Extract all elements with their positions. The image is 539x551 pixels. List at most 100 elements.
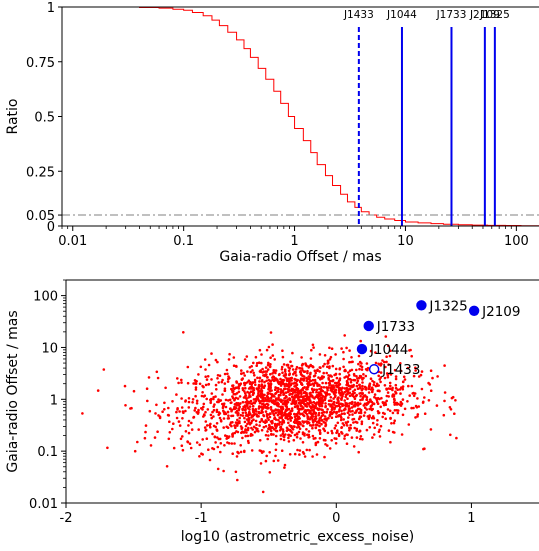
scatter-point (224, 398, 228, 402)
scatter-point (301, 406, 305, 409)
scatter-point (177, 381, 180, 385)
scatter-point (357, 354, 361, 358)
scatter-point (272, 412, 275, 415)
scatter-point (321, 408, 324, 412)
scatter-point (205, 437, 209, 441)
scatter-point (225, 368, 229, 372)
scatter-point (380, 396, 383, 400)
vline-label: J1733 (436, 9, 467, 21)
scatter-point (240, 378, 244, 381)
scatter-point (272, 375, 276, 379)
scatter-point (449, 433, 452, 437)
scatter-point (129, 407, 132, 410)
scatter-point (274, 386, 277, 389)
scatter-point (295, 426, 299, 429)
scatter-point (358, 367, 361, 371)
scatter-point (317, 411, 321, 415)
scatter-point (298, 370, 302, 374)
scatter-point (237, 390, 241, 394)
scatter-point (245, 418, 249, 421)
scatter-point (379, 405, 383, 409)
scatter-point (274, 418, 278, 421)
scatter-point (253, 380, 257, 384)
scatter-point (443, 364, 446, 367)
scatter-point (211, 447, 214, 450)
scatter-point (268, 471, 272, 474)
scatter-point (302, 375, 306, 378)
x-tick-label: 1 (467, 511, 475, 526)
scatter-point (308, 375, 312, 379)
scatter-point (258, 420, 262, 424)
scatter-point (281, 355, 285, 359)
scatter-point (232, 364, 236, 368)
scatter-point (252, 386, 255, 390)
scatter-point (278, 420, 282, 424)
scatter-point (203, 414, 206, 417)
scatter-point (224, 405, 228, 409)
scatter-point (81, 412, 84, 415)
scatter-point (284, 376, 287, 379)
scatter-point (312, 411, 316, 414)
scatter-point (166, 413, 170, 417)
scatter-point (311, 343, 315, 347)
scatter-point (216, 467, 220, 471)
scatter-point (313, 374, 317, 377)
scatter-point (243, 374, 246, 377)
scatter-point (231, 452, 234, 456)
scatter-point (229, 401, 233, 405)
scatter-point (212, 424, 216, 428)
scatter-point (264, 405, 267, 409)
scatter-point (204, 420, 208, 423)
scatter-point (262, 413, 265, 417)
scatter-point (385, 355, 388, 359)
scatter-point (345, 381, 349, 384)
scatter-point (200, 394, 204, 398)
scatter-point (288, 389, 291, 392)
scatter-point (260, 428, 264, 432)
scatter-point (325, 386, 328, 389)
scatter-point (387, 344, 390, 348)
scatter-point (282, 393, 285, 397)
scatter-point (296, 404, 299, 407)
scatter-point (279, 393, 282, 397)
scatter-point (326, 408, 329, 411)
scatter-point (198, 455, 201, 458)
scatter-point (327, 378, 331, 381)
scatter-point (282, 430, 285, 433)
scatter-point (253, 378, 257, 382)
scatter-point (334, 384, 338, 387)
scatter-point (315, 421, 319, 424)
scatter-point (260, 411, 263, 414)
scatter-point (241, 411, 245, 415)
scatter-point (319, 366, 322, 370)
scatter-point (290, 376, 294, 380)
scatter-point (244, 411, 248, 415)
scatter-point (359, 435, 363, 438)
scatter-point (293, 433, 297, 437)
scatter-point (123, 384, 127, 388)
scatter-point (349, 426, 353, 430)
scatter-point (273, 428, 276, 431)
scatter-point (311, 365, 315, 369)
scatter-point (332, 403, 336, 406)
scatter-point (260, 418, 264, 422)
scatter-point (374, 351, 377, 354)
scatter-point (232, 389, 235, 393)
scatter-point (301, 386, 305, 390)
scatter-point (295, 435, 299, 439)
scatter-point (238, 421, 241, 425)
scatter-point (386, 373, 390, 377)
scatter-point (201, 453, 204, 456)
scatter-point (345, 424, 349, 427)
scatter-point (132, 389, 136, 393)
scatter-point (182, 331, 185, 334)
scatter-point (267, 434, 270, 437)
scatter-point (387, 395, 391, 398)
scatter-point (248, 382, 252, 386)
scatter-point (279, 411, 282, 414)
scatter-point (230, 442, 234, 445)
scatter-point (251, 415, 255, 418)
scatter-point (347, 377, 350, 381)
scatter-point (251, 393, 255, 397)
scatter-point (187, 406, 191, 409)
